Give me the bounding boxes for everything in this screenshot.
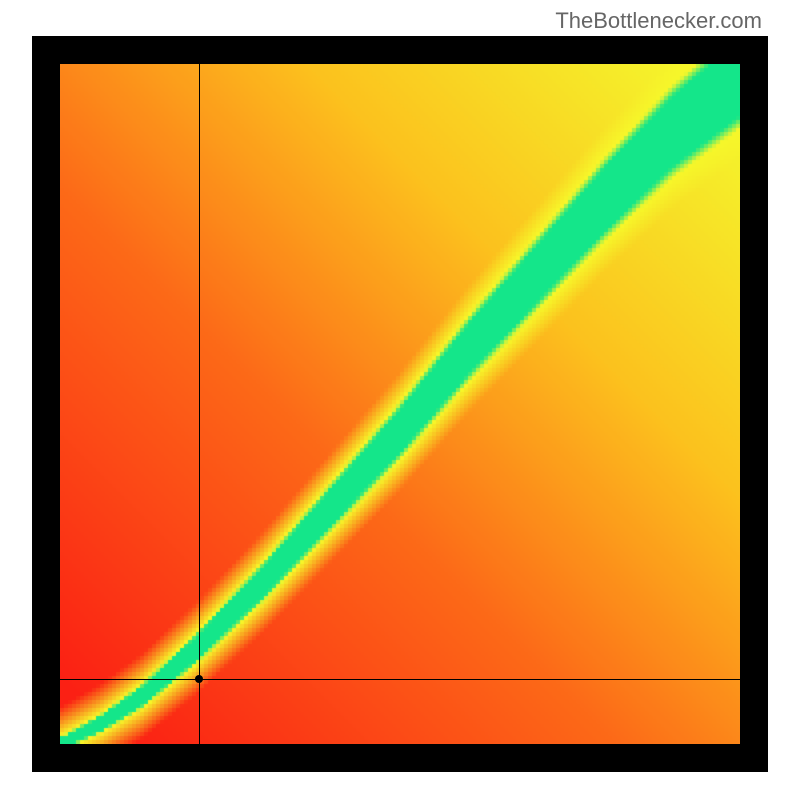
figure-root: TheBottlenecker.com <box>0 0 800 800</box>
heatmap-plot <box>60 64 740 744</box>
crosshair-marker <box>195 675 203 683</box>
watermark-text: TheBottlenecker.com <box>555 8 762 34</box>
crosshair-vertical <box>199 64 200 744</box>
crosshair-horizontal <box>60 679 740 680</box>
heatmap-canvas <box>60 64 740 744</box>
